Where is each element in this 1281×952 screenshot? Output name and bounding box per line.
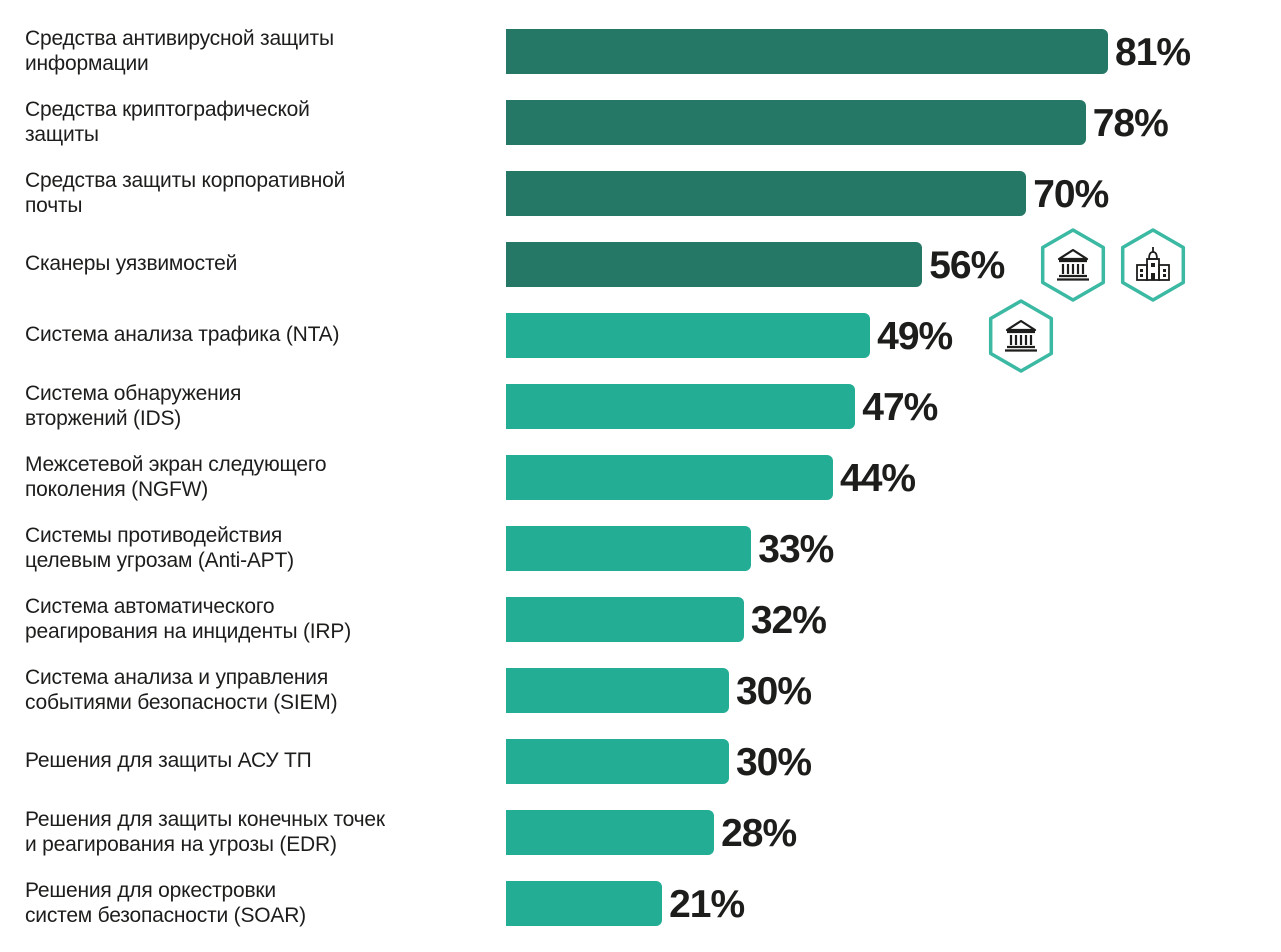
bank-icon [1057,248,1090,281]
value-label: 32% [750,599,827,642]
value-label: 30% [735,741,812,784]
bar [506,739,729,784]
bank-icon [1005,319,1038,352]
bar [506,384,856,429]
value-label: 56% [929,244,1005,287]
bar [506,526,752,571]
value-label: 30% [735,670,812,713]
bar [506,171,1027,216]
value-label: 70% [1033,173,1109,216]
value-label: 28% [721,812,797,855]
value-label: 49% [877,315,953,358]
category-label: Средства антивирусной защиты информации [25,26,334,75]
category-label: Системы противодействия целевым угрозам … [25,523,294,572]
badge-bank-icon [1035,227,1111,303]
value-label: 47% [862,386,938,429]
bar [506,242,923,287]
category-label: Система автоматического реагирования на … [25,594,351,643]
bar [506,455,833,500]
bar [506,810,715,855]
category-label: Система обнаружения вторжений (IDS) [25,381,242,430]
bar [506,597,744,642]
category-label: Система анализа и управления событиями б… [25,665,338,714]
badge-bank-icon [983,298,1059,374]
category-label: Решения для оркестровки систем безопасно… [25,878,306,927]
government-building-icon [1136,246,1171,281]
value-label: 44% [840,457,916,500]
category-label: Сканеры уязвимостей [25,252,238,275]
bar [506,881,663,926]
category-label: Решения для защиты конечных точек и реаг… [25,807,385,856]
bar [506,313,871,358]
bar [506,29,1108,74]
category-label: Межсетевой экран следующего поколения (N… [25,452,327,501]
category-label: Решения для защиты АСУ ТП [25,749,312,772]
category-label: Средства криптографической защиты [25,97,310,146]
category-label: Система анализа трафика (NTA) [25,323,340,346]
value-label: 81% [1115,31,1191,74]
bar [506,100,1086,145]
value-label: 33% [758,528,834,571]
bar [506,668,729,713]
value-label: 21% [669,883,745,926]
value-label: 78% [1092,102,1169,145]
category-label: Средства защиты корпоративной почты [25,168,346,217]
badge-government-building-icon [1115,227,1191,303]
